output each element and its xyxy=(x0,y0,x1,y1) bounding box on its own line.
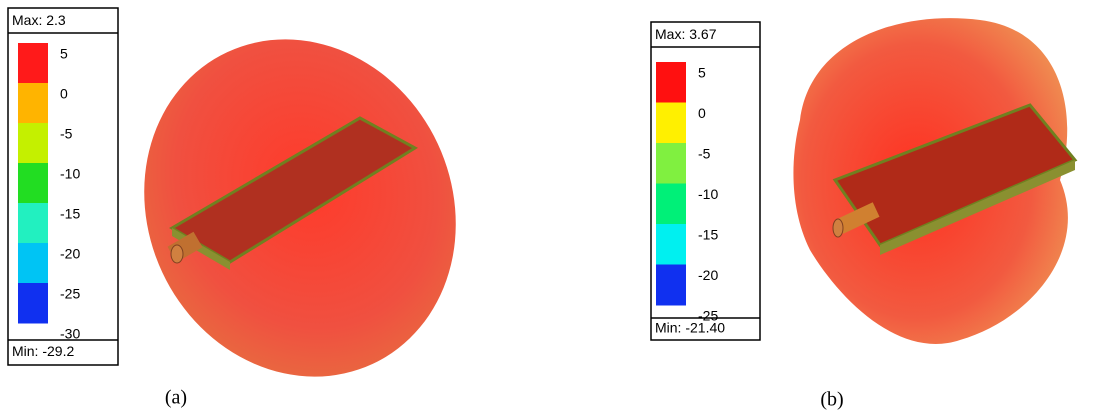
max-label: Max: 2.3 xyxy=(12,12,66,28)
scale-label: -15 xyxy=(60,206,80,222)
page: (a) (b) Max: 2.3 Min: -29.2 5 0 -5 -10 -15 -20 -… xyxy=(0,0,1117,420)
min-label: Min: -29.2 xyxy=(12,343,74,359)
color-block xyxy=(18,283,48,324)
scale-label: 5 xyxy=(60,46,68,62)
caption: (b) xyxy=(820,389,843,411)
radiation-pattern xyxy=(793,18,1075,344)
color-block xyxy=(656,224,686,265)
scale-label: -5 xyxy=(60,126,73,142)
scale-label: -20 xyxy=(698,267,718,283)
max-label: Max: 3.67 xyxy=(655,26,717,42)
color-block xyxy=(656,265,686,306)
color-block xyxy=(18,243,48,284)
scale-label: -15 xyxy=(698,227,718,243)
scale-label: -10 xyxy=(60,166,80,182)
color-block xyxy=(18,163,48,204)
scale-label: -10 xyxy=(698,186,718,202)
color-block xyxy=(656,62,686,103)
scale-label: 0 xyxy=(698,105,706,121)
color-block xyxy=(18,203,48,244)
color-block xyxy=(656,143,686,184)
scale-label: -20 xyxy=(60,246,80,262)
scale-label: -25 xyxy=(60,286,80,302)
color-block xyxy=(656,184,686,225)
color-block xyxy=(18,83,48,124)
color-block xyxy=(656,103,686,144)
color-block xyxy=(18,43,48,84)
figure: (a) (b) Max: 2.3 Min: -29.2 5 0 -5 -10 -15 -20 -… xyxy=(0,0,1117,415)
scale-label: -5 xyxy=(698,146,711,162)
color-block xyxy=(18,123,48,164)
scale-label: -30 xyxy=(60,326,80,342)
scale-label: -25 xyxy=(698,308,718,324)
caption: (a) xyxy=(165,387,187,409)
radiation-pattern xyxy=(90,0,511,415)
scale-label: 0 xyxy=(60,86,68,102)
scale-label: 5 xyxy=(698,65,706,81)
